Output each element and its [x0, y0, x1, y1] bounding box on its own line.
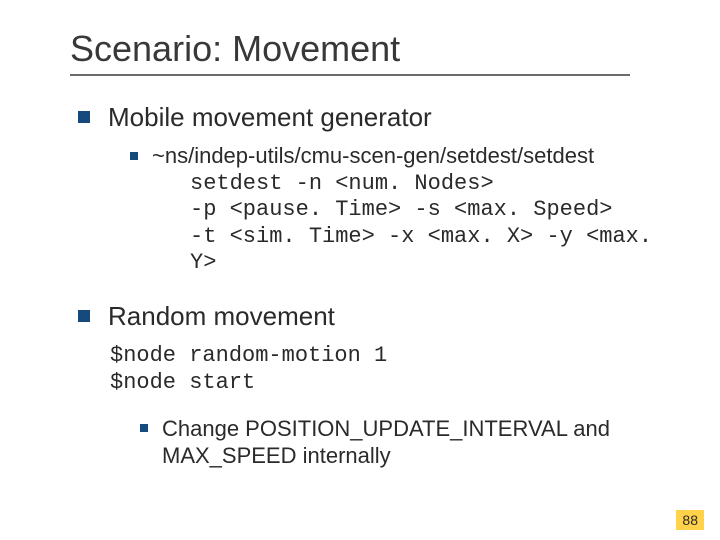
code-line: $node start	[110, 369, 670, 397]
bullet-item-2: Random movement	[78, 301, 670, 332]
sub-bullet-2-text: Change POSITION_UPDATE_INTERVAL and MAX_…	[162, 415, 670, 470]
title-underline	[70, 74, 630, 76]
square-bullet-icon	[78, 310, 90, 322]
code-block-2: $node random-motion 1 $node start	[110, 342, 670, 397]
bullet-item-1: Mobile movement generator	[78, 102, 670, 133]
bullet-2-label: Random movement	[108, 301, 335, 332]
bullet-2-sub: Change POSITION_UPDATE_INTERVAL and MAX_…	[140, 415, 670, 470]
sub-bullet-2: Change POSITION_UPDATE_INTERVAL and MAX_…	[140, 415, 670, 470]
code-line: -t <sim. Time> -x <max. X> -y <max. Y>	[190, 224, 670, 277]
code-line: -p <pause. Time> -s <max. Speed>	[190, 197, 670, 223]
code-line: setdest -n <num. Nodes>	[190, 171, 670, 197]
sub-bullet-1: ~ns/indep-utils/cmu-scen-gen/setdest/set…	[130, 143, 670, 169]
code-block-1: setdest -n <num. Nodes> -p <pause. Time>…	[190, 171, 670, 277]
slide-title: Scenario: Movement	[70, 28, 670, 70]
sub-bullet-1-text: ~ns/indep-utils/cmu-scen-gen/setdest/set…	[152, 143, 594, 169]
code-line: $node random-motion 1	[110, 342, 670, 370]
bullet-1-label: Mobile movement generator	[108, 102, 432, 133]
slide: Scenario: Movement Mobile movement gener…	[0, 0, 720, 540]
square-bullet-icon	[140, 424, 148, 432]
square-bullet-icon	[78, 111, 90, 123]
bullet-1-sub: ~ns/indep-utils/cmu-scen-gen/setdest/set…	[130, 143, 670, 277]
page-number: 88	[676, 510, 704, 530]
square-bullet-icon	[130, 152, 138, 160]
